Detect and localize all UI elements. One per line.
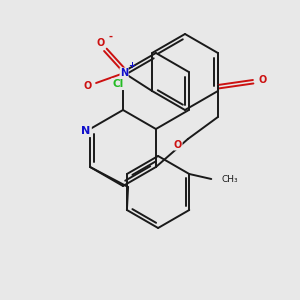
Text: O: O <box>259 75 267 85</box>
Text: O: O <box>97 38 105 48</box>
Text: N: N <box>120 68 128 78</box>
Text: CH₃: CH₃ <box>221 176 238 184</box>
Text: Cl: Cl <box>112 79 124 89</box>
Text: N: N <box>82 126 91 136</box>
Text: O: O <box>174 140 182 150</box>
Text: O: O <box>84 81 92 91</box>
Text: +: + <box>129 61 136 70</box>
Text: -: - <box>108 32 112 42</box>
